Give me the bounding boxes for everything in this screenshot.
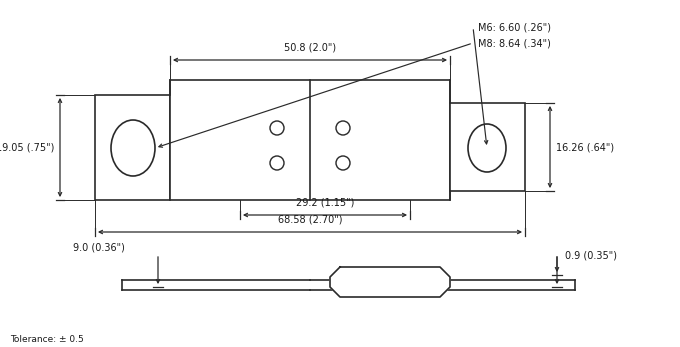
Text: 9.0 (0.36"): 9.0 (0.36") bbox=[73, 242, 125, 252]
Text: 50.8 (2.0"): 50.8 (2.0") bbox=[284, 42, 336, 52]
Text: 16.26 (.64"): 16.26 (.64") bbox=[556, 142, 614, 152]
Text: 0.9 (0.35"): 0.9 (0.35") bbox=[565, 250, 617, 260]
Text: 68.58 (2.70"): 68.58 (2.70") bbox=[277, 214, 342, 224]
Bar bbox=[170, 80, 450, 200]
Text: M6: 6.60 (.26"): M6: 6.60 (.26") bbox=[478, 22, 551, 32]
Text: 29.2 (1.15"): 29.2 (1.15") bbox=[296, 197, 354, 207]
Polygon shape bbox=[330, 267, 450, 297]
Text: M8: 8.64 (.34"): M8: 8.64 (.34") bbox=[478, 38, 551, 48]
Text: 19.05 (.75"): 19.05 (.75") bbox=[0, 143, 54, 152]
Text: Tolerance: ± 0.5: Tolerance: ± 0.5 bbox=[10, 335, 84, 344]
Bar bbox=[95, 95, 170, 200]
Bar bbox=[450, 103, 525, 191]
